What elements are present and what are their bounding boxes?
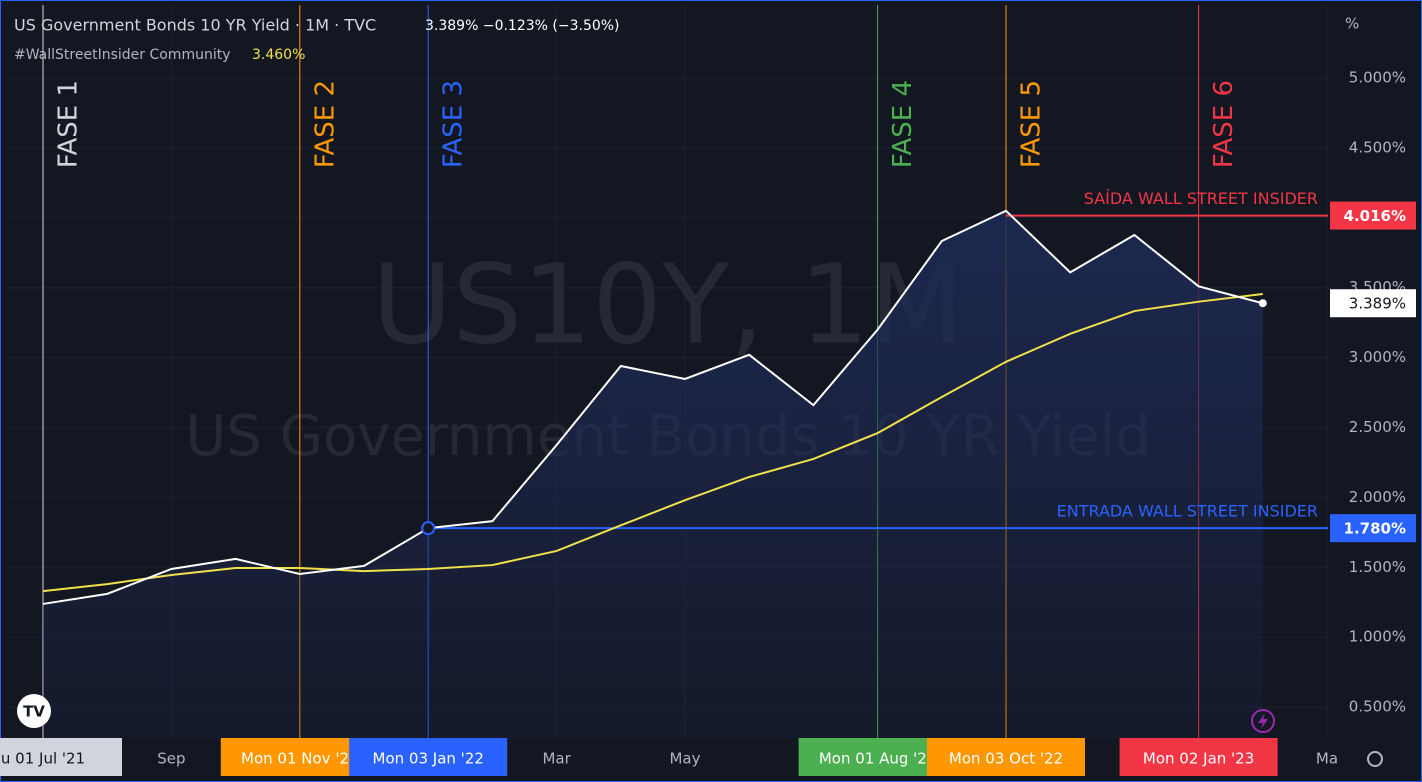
- y-tick-label: 2.500%: [1349, 418, 1406, 436]
- price-tag-label: 3.389%: [1349, 295, 1406, 313]
- x-tick-label: Mar: [542, 750, 571, 768]
- level-label: ENTRADA WALL STREET INSIDER: [1057, 502, 1318, 521]
- y-tick-label: 3.000%: [1349, 348, 1406, 366]
- y-tick-label: 0.500%: [1349, 698, 1406, 716]
- legend-value: 3.460%: [252, 47, 305, 63]
- level-label: SAÍDA WALL STREET INSIDER: [1084, 189, 1318, 208]
- x-tick-label: u 01 Jul '21: [1, 750, 85, 768]
- x-tick-label: Mon 03 Jan '22: [373, 750, 484, 768]
- tv-logo: TV: [17, 694, 51, 728]
- x-tick-label: May: [669, 750, 700, 768]
- y-tick-label: 1.500%: [1349, 558, 1406, 576]
- line: [42, 293, 1263, 593]
- marker: [421, 521, 436, 536]
- settings-icon[interactable]: [1367, 751, 1383, 767]
- x-tick-label: Mon 01 Nov '21: [241, 750, 359, 768]
- y-tick-label: 4.500%: [1349, 138, 1406, 156]
- last-point: [1258, 299, 1267, 308]
- phase-label: FASE 5: [1017, 80, 1047, 168]
- x-tick-label: Mon 01 Aug '22: [819, 750, 937, 768]
- x-label-box: [349, 738, 508, 776]
- price-tag: [1330, 514, 1416, 543]
- phase-label: FASE 6: [1209, 80, 1239, 168]
- price-tag-label: 1.780%: [1344, 520, 1406, 538]
- price-tag: [1330, 289, 1416, 318]
- x-label-box: [1119, 738, 1278, 776]
- phase-label: FASE 3: [439, 80, 469, 168]
- phase-label: FASE 2: [310, 80, 340, 168]
- x-tick-label: Ma: [1316, 750, 1338, 768]
- phase-label: FASE 1: [54, 80, 84, 168]
- x-label-box: [927, 738, 1085, 776]
- y-unit: %: [1345, 15, 1359, 33]
- y-tick-label: 1.000%: [1349, 628, 1406, 646]
- price-tag: [1330, 201, 1416, 230]
- x-tick-label: Mon 02 Jan '23: [1143, 750, 1254, 768]
- lightning-icon[interactable]: [1251, 709, 1275, 733]
- price-tag-label: 4.016%: [1344, 207, 1406, 225]
- svg-text:TV: TV: [23, 703, 45, 721]
- x-tick-label: Sep: [157, 750, 185, 768]
- y-tick-label: 5.000%: [1349, 69, 1406, 87]
- legend-value: 3.389% −0.123% (−3.50%): [425, 18, 620, 34]
- legend-entry: #WallStreetInsider Community: [14, 47, 231, 63]
- phase-label: FASE 4: [888, 80, 918, 168]
- area: [43, 210, 1263, 738]
- y-tick-label: 2.000%: [1349, 488, 1406, 506]
- x-label-box: [0, 738, 122, 776]
- line: [42, 209, 1264, 605]
- x-tick-label: Mon 03 Oct '22: [949, 750, 1063, 768]
- legend-entry: US Government Bonds 10 YR Yield · 1M · T…: [14, 16, 376, 35]
